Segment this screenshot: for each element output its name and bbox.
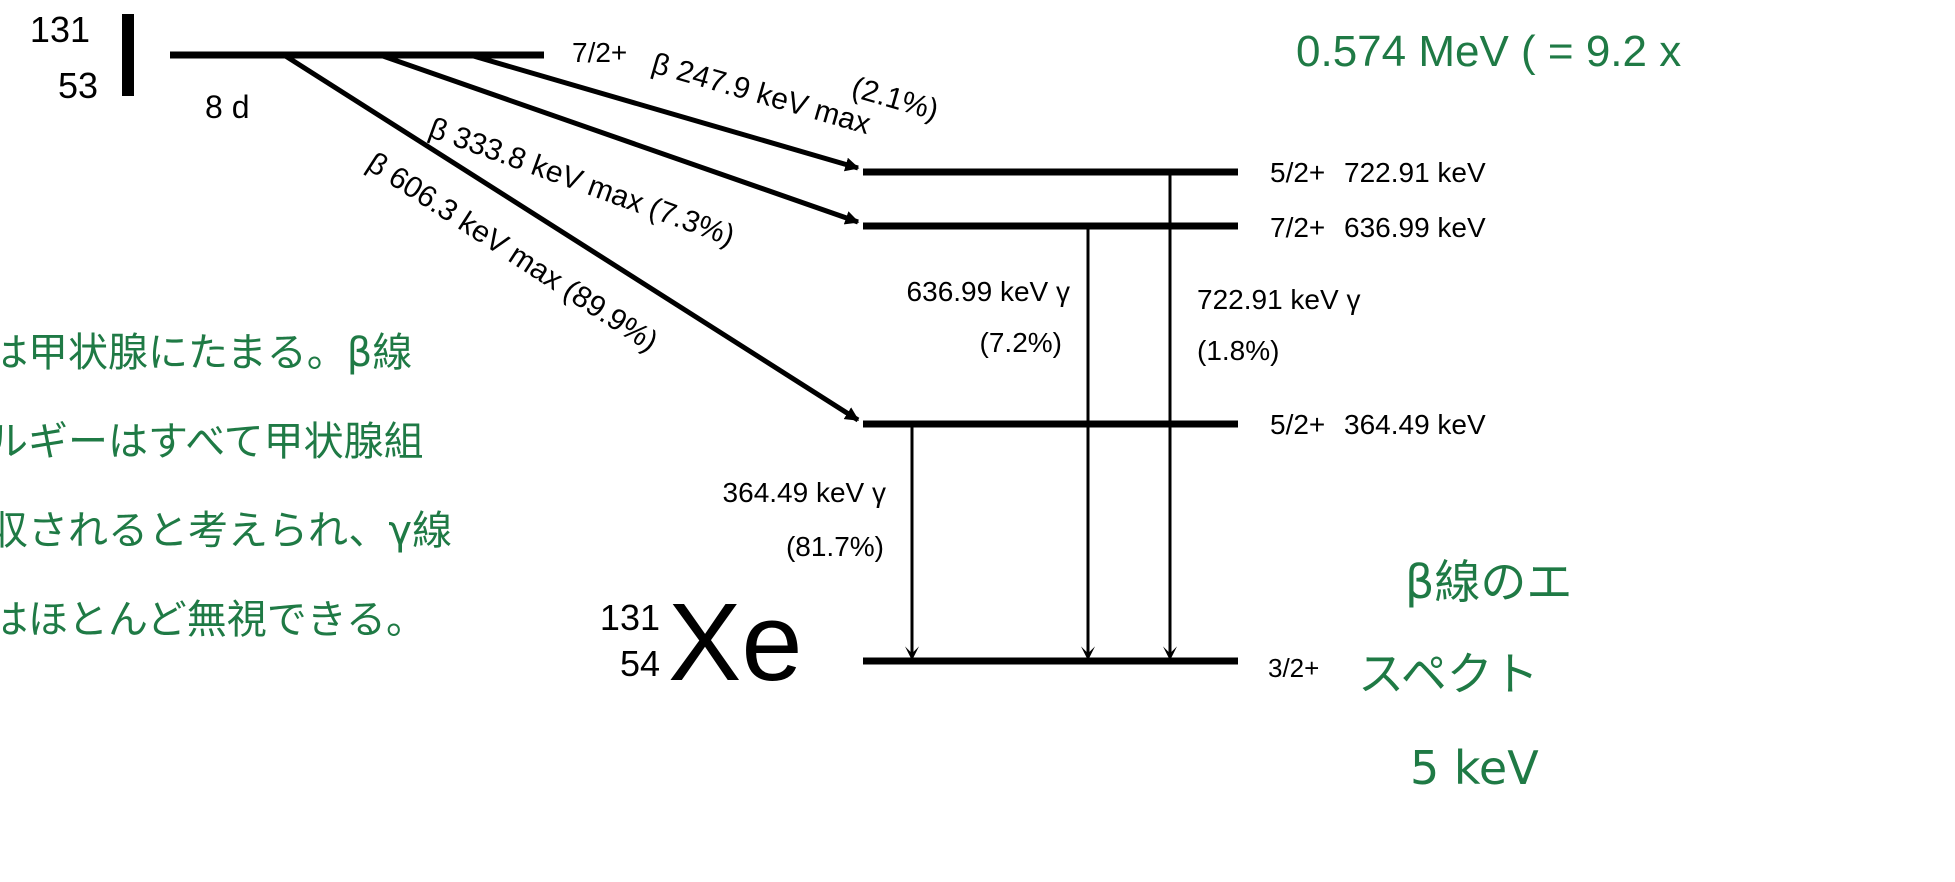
max-energy-note: 0.574 MeV ( = 9.2 x (1296, 27, 1681, 76)
gamma-636-energy: 636.99 keV γ (907, 276, 1070, 307)
level-364-spin: 5/2+ (1270, 409, 1325, 440)
daughter-symbol: Xe (668, 581, 803, 704)
parent-spin: 7/2+ (572, 37, 627, 68)
parent-atomic-number: 53 (58, 65, 98, 106)
gamma-722-energy: 722.91 keV γ (1197, 284, 1360, 315)
gamma-636-fraction: (7.2%) (980, 327, 1062, 358)
gamma-364-energy: 364.49 keV γ (723, 477, 886, 508)
daughter-mass-number: 131 (600, 597, 660, 638)
parent-mass-number: 131 (30, 9, 90, 50)
level-636-spin: 7/2+ (1270, 212, 1325, 243)
left-note-line-1: は甲状腺にたまる。β線 (0, 330, 412, 376)
beta-1-label: β 247.9 keV max (648, 47, 874, 141)
left-note-line-3: 収されると考えられ、γ線 (0, 508, 452, 554)
parent-half-life: 8 d (205, 89, 249, 125)
parent-symbol (122, 14, 134, 96)
gamma-722-fraction: (1.8%) (1197, 335, 1279, 366)
beta-arrow-1 (469, 52, 860, 172)
level-722-energy: 722.91 keV (1344, 157, 1486, 188)
left-note-line-2: ルギーはすべて甲状腺組 (0, 419, 424, 465)
ground-spin: 3/2+ (1268, 653, 1319, 683)
beta-arrow-2 (379, 52, 860, 225)
level-364-energy: 364.49 keV (1344, 409, 1486, 440)
level-636-energy: 636.99 keV (1344, 212, 1486, 243)
level-722-spin: 5/2+ (1270, 157, 1325, 188)
right-note-line-3: 5 keV (1410, 741, 1539, 795)
right-note-line-1: β線のエ (1405, 555, 1572, 609)
beta-arrow-3 (282, 52, 860, 423)
left-note-line-4: はほとんど無視できる。 (0, 597, 426, 643)
right-note-line-2: スペクト (1358, 647, 1539, 701)
gamma-364-fraction: (81.7%) (786, 531, 884, 562)
daughter-atomic-number: 54 (620, 643, 660, 684)
